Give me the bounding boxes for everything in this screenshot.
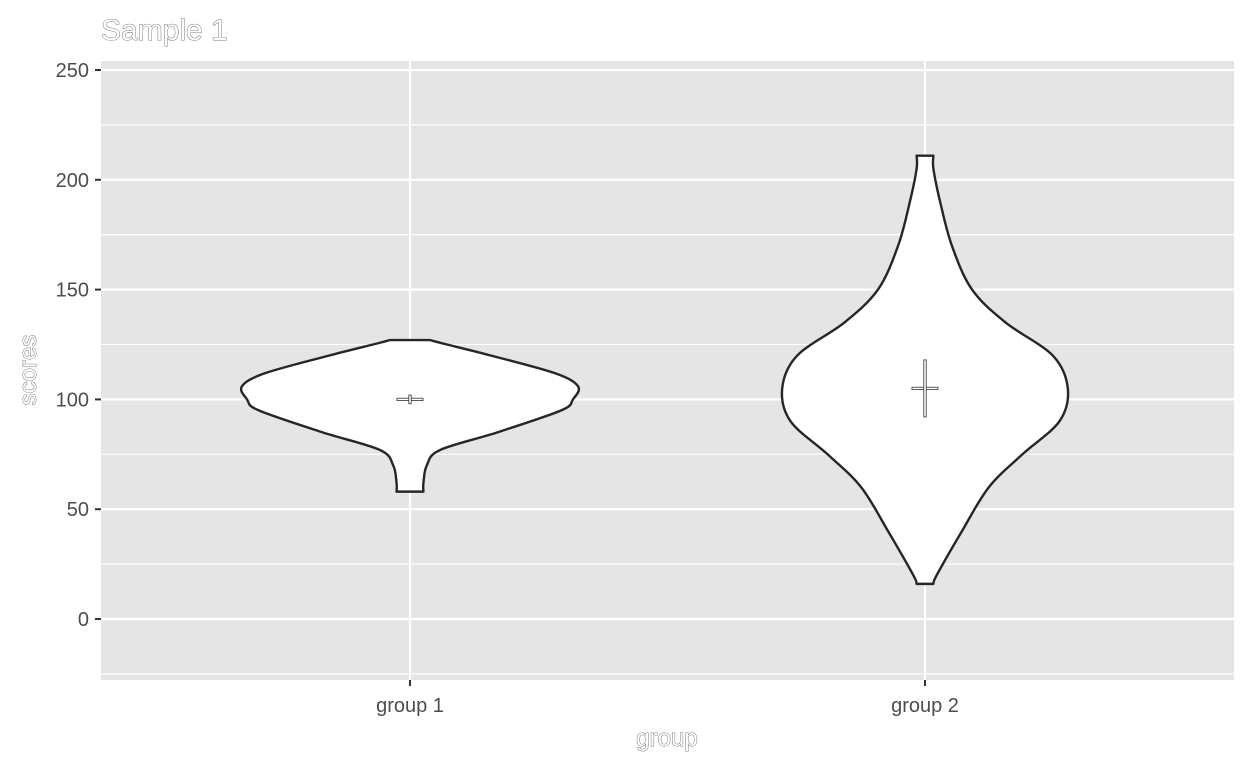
y-tick-label: 200 [56,170,89,192]
mean-marker-vertical [408,394,412,405]
y-tick-label: 150 [56,280,89,302]
y-tick-label: 250 [56,60,89,82]
y-tick-label: 50 [67,499,89,521]
y-tick-label: 0 [78,609,89,631]
grid-minor [101,124,1234,675]
y-tick-label: 100 [56,389,89,411]
y-axis: 0 50 100 150 200 250 [56,60,101,631]
x-axis-title: group [636,725,697,752]
x-tick-label: group 2 [891,695,959,717]
mean-markers [396,359,939,418]
mean-marker-vertical [923,359,927,418]
violin-1 [239,338,581,493]
x-axis: group 1 group 2 [376,680,959,717]
y-axis-title: scores [15,335,42,406]
x-tick-label: group 1 [376,695,444,717]
chart-title: Sample 1 [101,14,228,47]
